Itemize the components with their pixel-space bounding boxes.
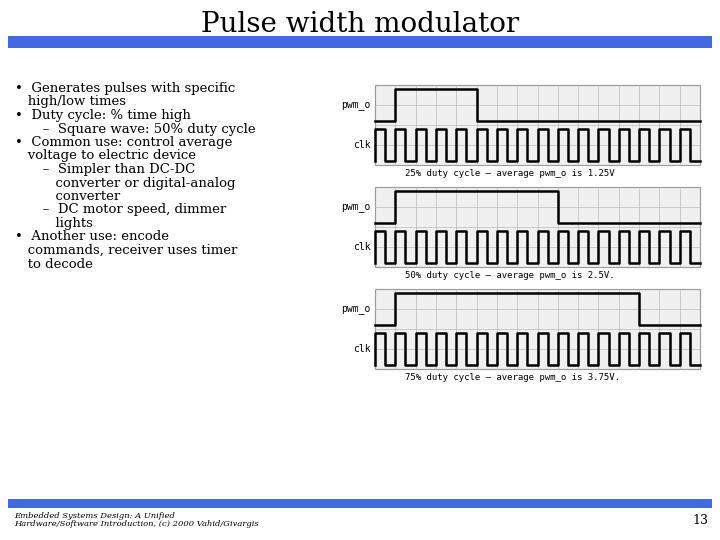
Text: 50% duty cycle – average pwm_o is 2.5V.: 50% duty cycle – average pwm_o is 2.5V.	[405, 271, 615, 280]
Text: voltage to electric device: voltage to electric device	[15, 150, 196, 163]
Text: –  DC motor speed, dimmer: – DC motor speed, dimmer	[30, 204, 226, 217]
Text: •  Generates pulses with specific: • Generates pulses with specific	[15, 82, 235, 95]
Text: •  Common use: control average: • Common use: control average	[15, 136, 233, 149]
Bar	[8, 499, 712, 508]
Text: clk: clk	[354, 140, 371, 150]
Text: Pulse width modulator: Pulse width modulator	[201, 11, 519, 38]
Text: 25% duty cycle – average pwm_o is 1.25V: 25% duty cycle – average pwm_o is 1.25V	[405, 169, 615, 178]
Text: Hardware/Software Introduction, (c) 2000 Vahid/Givargis: Hardware/Software Introduction, (c) 2000…	[14, 520, 258, 528]
Text: 13: 13	[692, 514, 708, 526]
Text: to decode: to decode	[15, 258, 93, 271]
Text: 75% duty cycle – average pwm_o is 3.75V.: 75% duty cycle – average pwm_o is 3.75V.	[405, 373, 620, 382]
Text: pwm_o: pwm_o	[341, 100, 371, 110]
Text: high/low times: high/low times	[15, 96, 126, 109]
Bar	[375, 289, 700, 369]
Bar	[8, 36, 712, 48]
Text: pwm_o: pwm_o	[341, 202, 371, 212]
Bar	[375, 85, 700, 165]
Bar	[375, 187, 700, 267]
Text: pwm_o: pwm_o	[341, 304, 371, 314]
Text: –  Simpler than DC-DC: – Simpler than DC-DC	[30, 163, 195, 176]
Text: –  Square wave: 50% duty cycle: – Square wave: 50% duty cycle	[30, 123, 256, 136]
Text: lights: lights	[30, 217, 93, 230]
Text: •  Duty cycle: % time high: • Duty cycle: % time high	[15, 109, 191, 122]
Text: Embedded Systems Design: A Unified: Embedded Systems Design: A Unified	[14, 512, 175, 520]
Text: clk: clk	[354, 344, 371, 354]
Text: clk: clk	[354, 242, 371, 252]
Text: •  Another use: encode: • Another use: encode	[15, 231, 169, 244]
Text: converter: converter	[30, 190, 120, 203]
Text: commands, receiver uses timer: commands, receiver uses timer	[15, 244, 238, 257]
Text: converter or digital-analog: converter or digital-analog	[30, 177, 235, 190]
